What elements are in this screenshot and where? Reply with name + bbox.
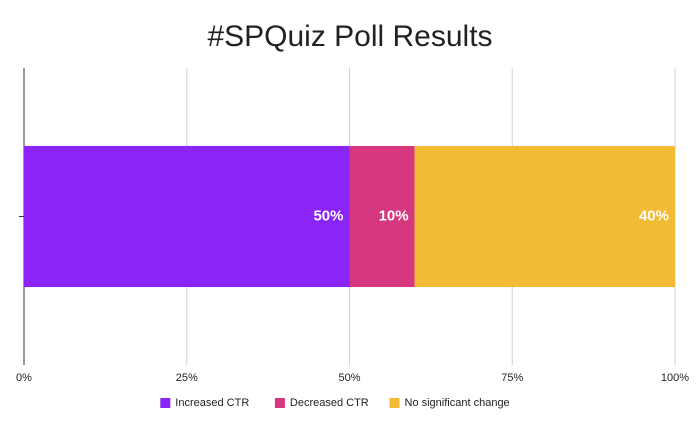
bar-segment [414, 145, 675, 288]
x-tick-label: 100% [661, 372, 689, 384]
legend-label: Decreased CTR [290, 397, 369, 409]
legend-label: Increased CTR [175, 397, 249, 409]
legend-label: No significant change [405, 397, 510, 409]
legend-swatch [274, 398, 285, 408]
bar-segment [349, 145, 415, 288]
x-tick-label: 75% [501, 372, 523, 384]
chart-title: #SPQuiz Poll Results [207, 20, 492, 53]
x-tick-label: 25% [176, 372, 198, 384]
x-tick-label: 50% [338, 372, 360, 384]
data-label: 50% [313, 207, 343, 224]
data-label: 40% [639, 207, 669, 224]
legend-swatch [160, 398, 171, 408]
bar-segment [24, 145, 350, 288]
data-label: 10% [379, 207, 409, 224]
x-tick-label: 0% [16, 372, 32, 384]
legend-swatch [389, 398, 400, 408]
